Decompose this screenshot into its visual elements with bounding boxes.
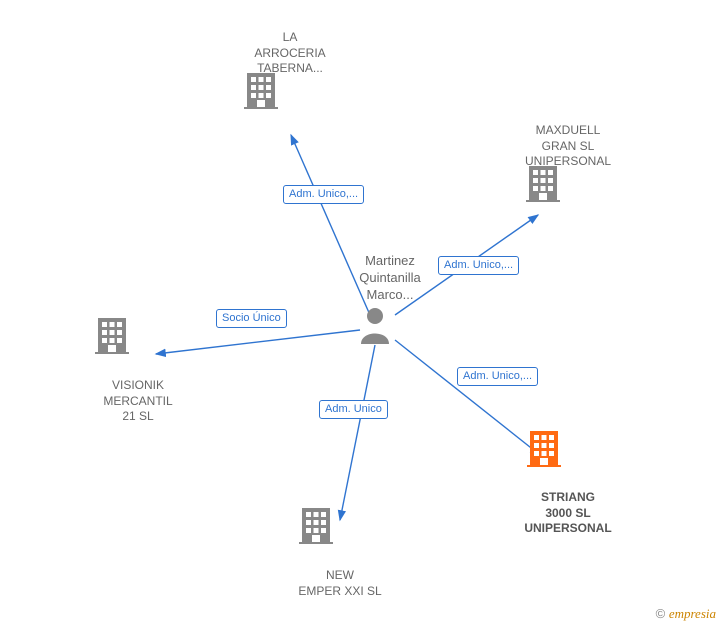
company-node-label: STRIANG 3000 SL UNIPERSONAL xyxy=(518,490,618,537)
edge-label: Adm. Unico,... xyxy=(283,185,364,204)
person-icon xyxy=(359,306,391,349)
edge-label: Socio Único xyxy=(216,309,287,328)
building-icon xyxy=(526,164,560,207)
edge-line xyxy=(340,345,375,520)
footer-credit: © empresia xyxy=(656,606,716,622)
company-node-label: VISIONIK MERCANTIL 21 SL xyxy=(88,378,188,425)
building-icon xyxy=(244,71,278,114)
building-icon xyxy=(527,429,561,472)
copyright-symbol: © xyxy=(656,606,666,621)
company-node-label: NEW EMPER XXI SL xyxy=(290,568,390,599)
company-node-label: LA ARROCERIA TABERNA... xyxy=(240,30,340,77)
building-icon xyxy=(299,506,333,549)
company-node-label: MAXDUELL GRAN SL UNIPERSONAL xyxy=(518,123,618,170)
building-icon xyxy=(95,316,129,359)
brand-name: empresia xyxy=(669,606,716,621)
edge-line xyxy=(156,330,360,354)
edge-label: Adm. Unico,... xyxy=(438,256,519,275)
edge-line xyxy=(395,340,540,455)
edge-label: Adm. Unico,... xyxy=(457,367,538,386)
edge-label: Adm. Unico xyxy=(319,400,388,419)
center-node-label: Martinez Quintanilla Marco... xyxy=(345,253,435,304)
